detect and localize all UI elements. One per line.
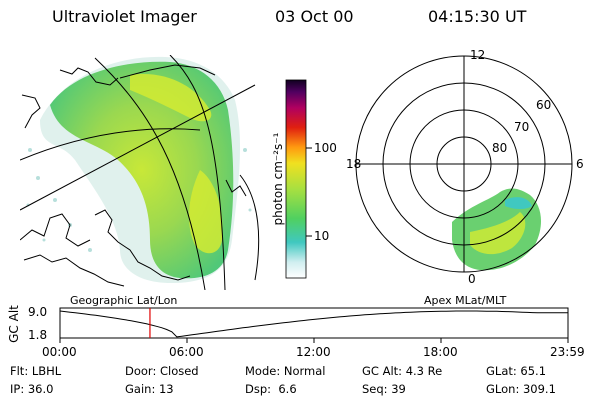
altitude-plot — [59, 307, 569, 343]
altitude-ylabel: GC Alt — [7, 305, 21, 343]
colorbar-tick-100: 100 — [314, 141, 337, 155]
time-tick-1800: 18:00 — [423, 345, 458, 359]
colorbar — [285, 79, 307, 279]
colorbar-unit-label: photon cm⁻²s⁻¹ — [271, 132, 285, 226]
mlat-label-70: 70 — [514, 120, 530, 134]
info-door: Door: Closed — [125, 364, 199, 378]
colorbar-tick-10: 10 — [314, 229, 330, 243]
info-seq: Seq: 39 — [362, 382, 406, 396]
mlt-label-6: 6 — [576, 157, 584, 171]
info-mode: Mode: Normal — [245, 364, 326, 378]
info-glat: GLat: 65.1 — [486, 364, 547, 378]
image-time: 04:15:30 UT — [428, 7, 527, 26]
apex-panel-label: Apex MLat/MLT — [424, 294, 507, 307]
app-title: Ultraviolet Imager — [52, 7, 197, 26]
info-ip: IP: 36.0 — [10, 382, 54, 396]
info-gain: Gain: 13 — [125, 382, 174, 396]
mlt-label-18: 18 — [346, 157, 362, 171]
mlt-label-12: 12 — [470, 48, 486, 62]
image-date: 03 Oct 00 — [275, 7, 354, 26]
info-flt: Flt: LBHL — [10, 364, 62, 378]
time-tick-1200: 12:00 — [296, 345, 331, 359]
time-tick-0000: 00:00 — [42, 345, 77, 359]
time-tick-0600: 06:00 — [169, 345, 204, 359]
altitude-ytick-low: 1.8 — [28, 328, 48, 342]
geographic-image — [20, 55, 260, 290]
time-tick-2359: 23:59 — [550, 345, 585, 359]
mlat-label-60: 60 — [536, 98, 552, 112]
apex-polar-plot — [355, 55, 573, 273]
mlt-label-0: 0 — [468, 272, 476, 286]
mlat-label-80: 80 — [492, 141, 508, 155]
altitude-ytick-high: 9.0 — [28, 305, 48, 319]
geographic-panel-label: Geographic Lat/Lon — [70, 294, 178, 307]
info-dsp: Dsp: 6.6 — [245, 382, 297, 396]
info-gc-alt: GC Alt: 4.3 Re — [362, 364, 443, 378]
info-glon: GLon: 309.1 — [486, 382, 556, 396]
